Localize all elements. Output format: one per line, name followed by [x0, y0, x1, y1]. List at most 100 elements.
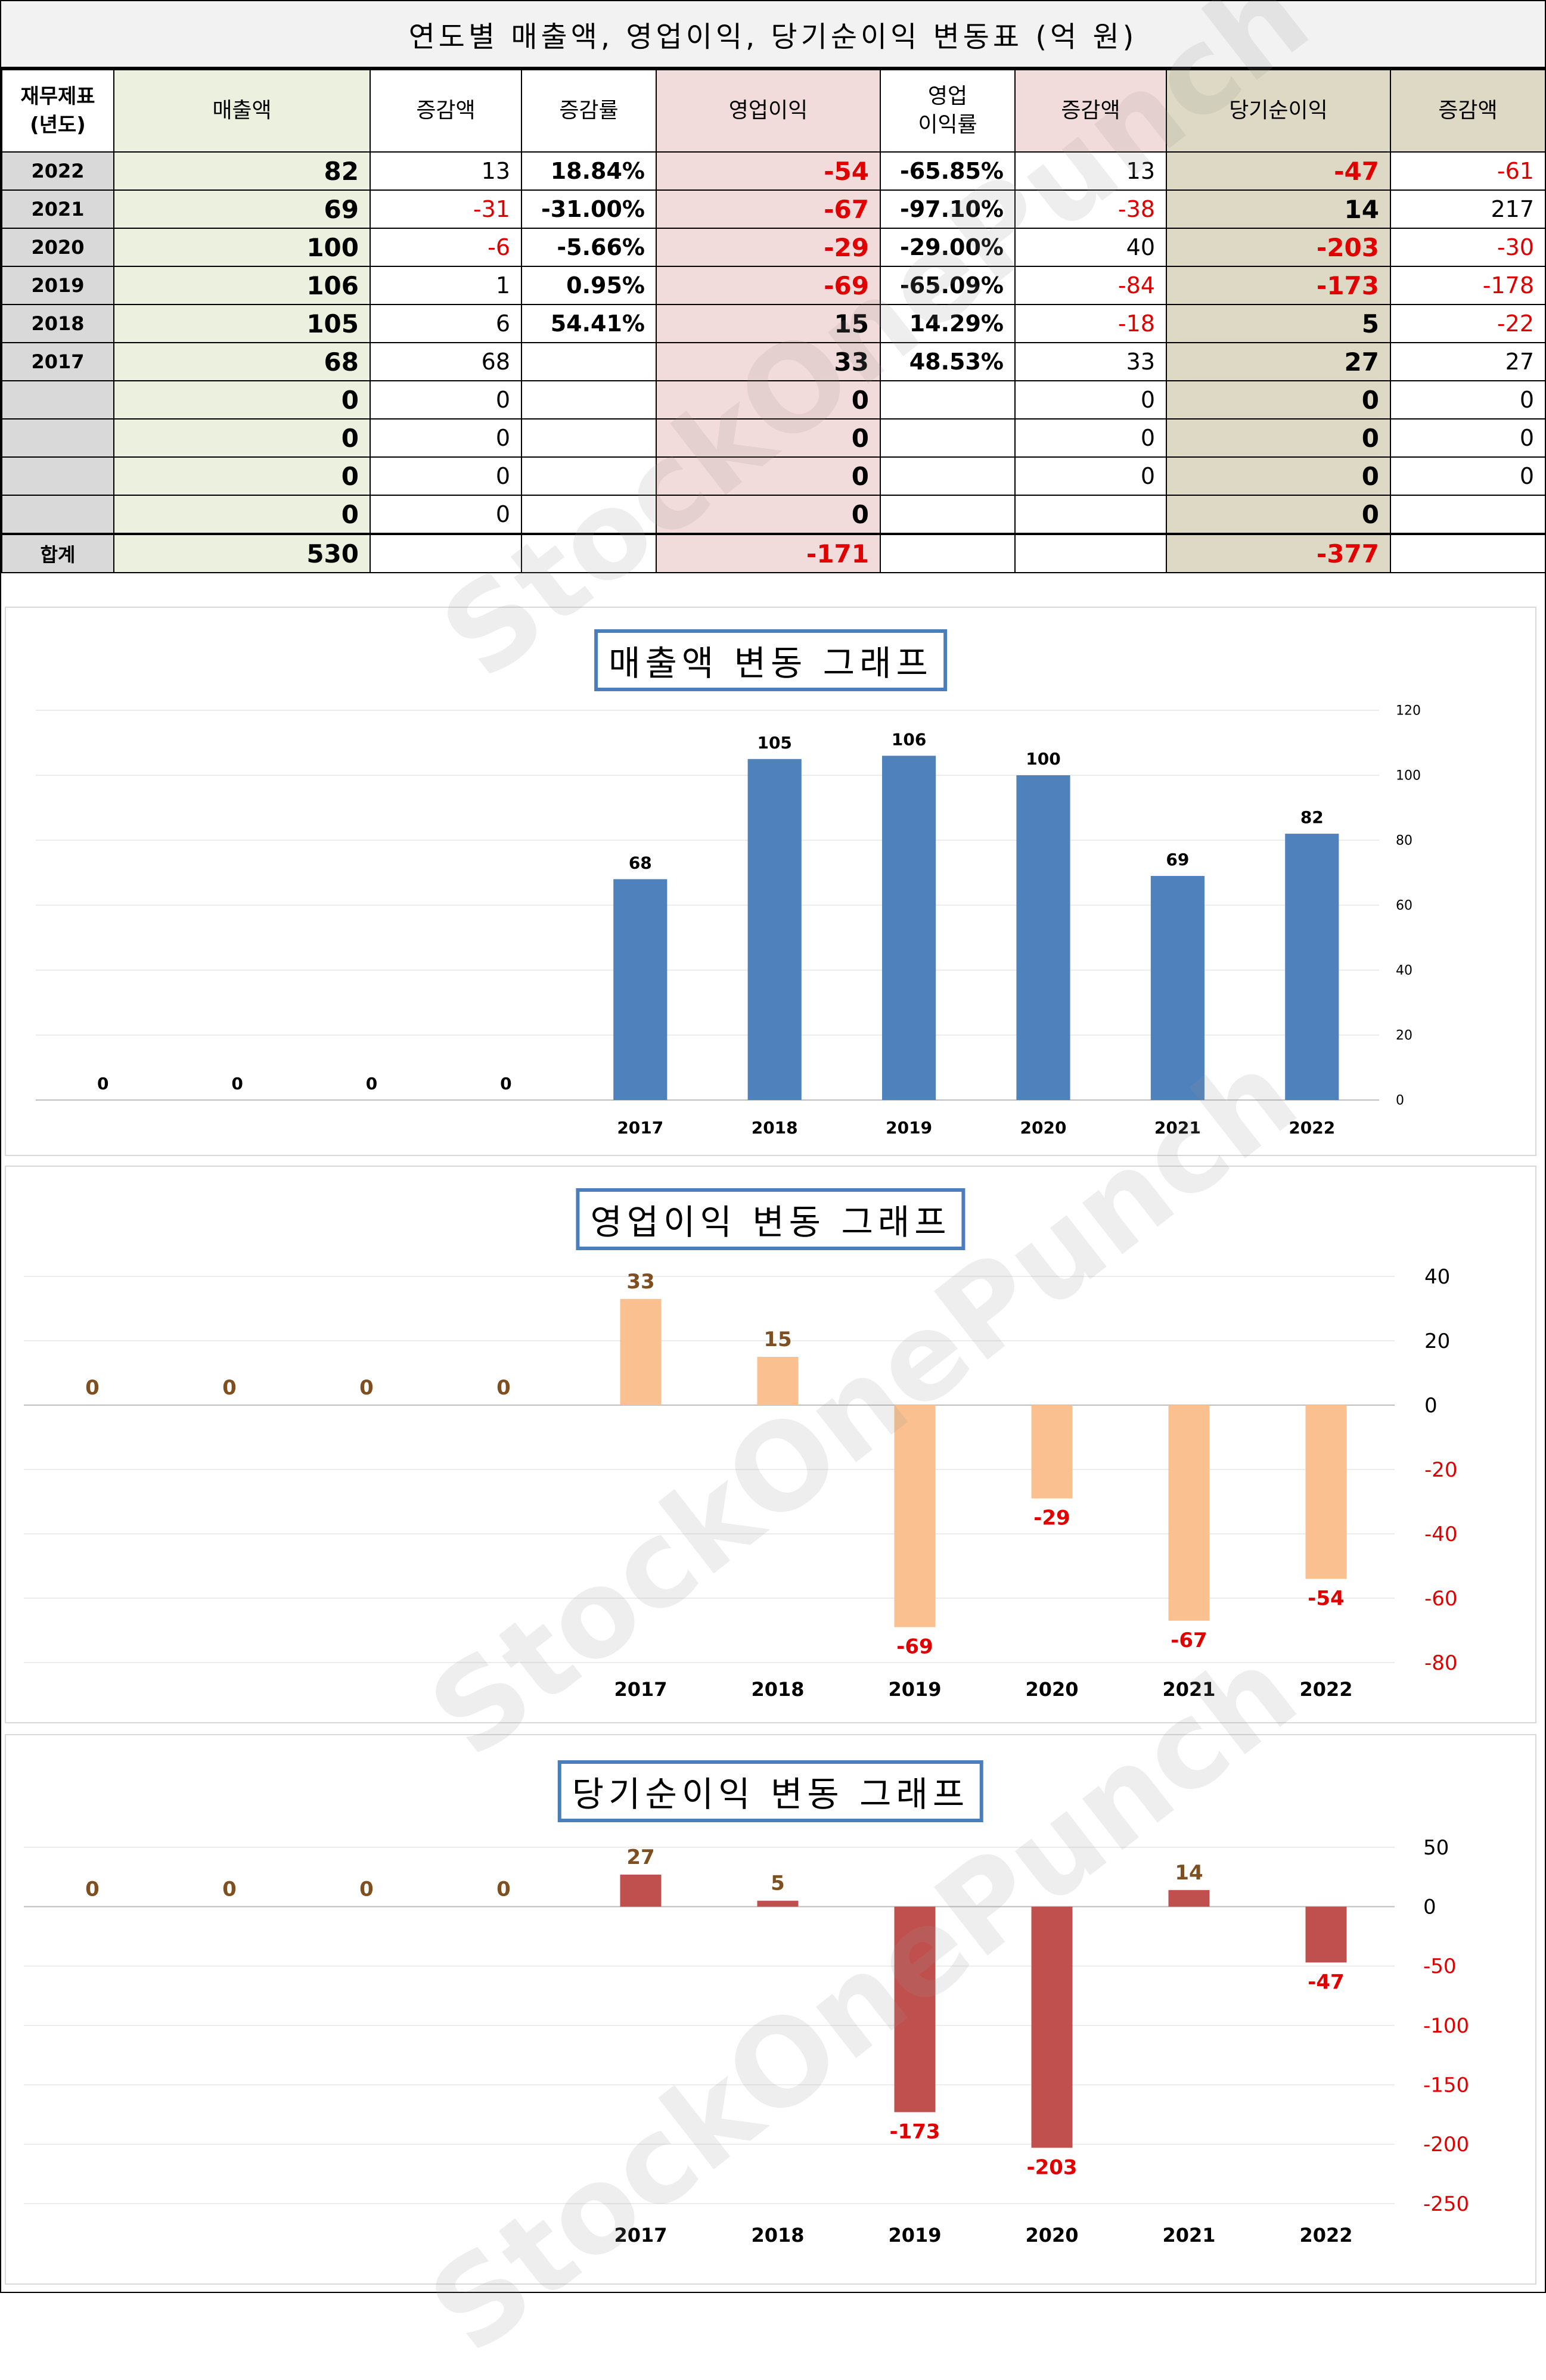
table-cell: -69 [656, 266, 881, 305]
table-cell: 2022 [1, 151, 114, 191]
bar [882, 756, 936, 1100]
y-tick-label: -250 [1423, 2192, 1469, 2216]
financial-table: 재무제표 (년도) 매출액 증감액 증감률 영업이익 영업 이익률 증감액 당기순이익 증감액 … [1, 69, 1546, 573]
table-header-row: 재무제표 (년도) 매출액 증감액 증감률 영업이익 영업 이익률 증감액 당기순이익 증감액 [1, 69, 1546, 153]
table-cell: 0 [370, 495, 522, 535]
table-cell [1014, 533, 1167, 573]
x-tick-label: 2020 [1025, 1678, 1078, 1701]
table-cell: 0 [1166, 495, 1391, 535]
y-tick-label: 0 [1424, 1394, 1438, 1418]
y-tick-label: 40 [1424, 1265, 1450, 1289]
operating-profit-bar-chart: -80 -60 -40 -20 0 20 40 0 0 0 0 33 2017 15 2018 -69 2019… [24, 1265, 1458, 1701]
table-cell: 15 [656, 304, 881, 343]
bar [1031, 1906, 1073, 2148]
table-cell [521, 342, 657, 381]
table-cell: 2021 [1, 189, 114, 229]
table-cell [521, 495, 657, 535]
table-cell: 합계 [1, 533, 114, 573]
table-row: 2021 69 -31 -31.00% -67 -97.10% -38 14 217 [1, 189, 1546, 229]
table-cell: 48.53% [880, 342, 1016, 381]
data-label: -69 [896, 1635, 933, 1659]
table-cell: 2020 [1, 228, 114, 267]
table-cell [1, 456, 114, 496]
table-row: 2019 106 1 0.95% -69 -65.09% -84 -173 -178 [1, 266, 1546, 305]
table-cell [1390, 533, 1546, 573]
y-tick-label: 20 [1396, 1029, 1412, 1043]
net-income-bar-chart: -250 -200 -150 -100 -50 0 50 0 0 0 0 27 2017 5 2018 -17… [24, 1836, 1469, 2247]
table-cell: 0.95% [521, 266, 657, 305]
table-cell: 13 [370, 151, 522, 191]
x-tick-label: 2018 [751, 2224, 804, 2247]
table-cell: -173 [1166, 266, 1391, 305]
data-label: -29 [1033, 1506, 1070, 1530]
table-cell: -65.09% [880, 266, 1016, 305]
y-tick-label: 100 [1396, 769, 1421, 784]
net-income-header: 당기순이익 [1166, 69, 1391, 153]
table-cell: 0 [370, 380, 522, 420]
table-cell: 13 [1014, 151, 1167, 191]
x-tick-label: 2021 [1162, 1678, 1215, 1701]
table-cell: 5 [1166, 304, 1391, 343]
bar [1150, 875, 1204, 1100]
table-cell: 40 [1014, 228, 1167, 267]
table-cell: 100 [113, 228, 371, 267]
table-title-bar: 연도별 매출액, 영업이익, 당기순이익 변동표 (억 원) [1, 1, 1545, 69]
data-label: 0 [222, 1376, 237, 1400]
x-tick-label: 2017 [614, 2224, 667, 2247]
x-tick-label: 2021 [1154, 1118, 1201, 1138]
table-cell: 27 [1390, 342, 1546, 381]
data-label: 106 [892, 729, 926, 749]
table-cell: -97.10% [880, 189, 1016, 229]
operating-profit-chart-panel: 영업이익 변동 그래프 -80 -60 -40 -20 0 20 40 0 0 0 0 33 2017 1… [5, 1166, 1536, 1723]
data-label: 0 [85, 1376, 100, 1400]
table-cell: 0 [1166, 380, 1391, 420]
table-cell: -38 [1014, 189, 1167, 229]
x-tick-label: 2020 [1025, 2224, 1078, 2247]
x-tick-label: 2021 [1162, 2224, 1215, 2247]
y-tick-label: -40 [1424, 1523, 1458, 1546]
table-cell: 0 [1390, 418, 1546, 458]
table-cell: -171 [656, 533, 881, 573]
table-row: 2017 68 68 33 48.53% 33 27 27 [1, 342, 1546, 381]
x-tick-label: 2022 [1289, 1118, 1335, 1138]
y-tick-label: -80 [1424, 1651, 1458, 1675]
table-cell [1, 418, 114, 458]
table-cell: -5.66% [521, 228, 657, 267]
table-cell: -22 [1390, 304, 1546, 343]
x-tick-label: 2017 [617, 1118, 663, 1138]
table-cell [880, 380, 1016, 420]
data-label: 15 [763, 1328, 791, 1351]
table-cell: 0 [113, 418, 371, 458]
table-cell: 54.41% [521, 304, 657, 343]
y-tick-label: -150 [1423, 2074, 1469, 2098]
table-cell [521, 533, 657, 573]
data-label: 0 [231, 1074, 243, 1093]
table-cell: -31 [370, 189, 522, 229]
table-row: 2022 82 13 18.84% -54 -65.85% 13 -47 -61 [1, 151, 1546, 191]
y-tick-label: -200 [1423, 2133, 1469, 2157]
table-cell: -29.00% [880, 228, 1016, 267]
y-tick-label: 60 [1396, 899, 1412, 914]
net-income-chart-panel: 당기순이익 변동 그래프 -250 -200 -150 -100 -50 0 50 0 0 0 0 2… [5, 1734, 1536, 2285]
x-tick-label: 2019 [888, 2224, 941, 2247]
y-tick-label: -20 [1424, 1458, 1458, 1482]
bar [1168, 1890, 1210, 1907]
bar [894, 1906, 936, 2112]
table-cell: 0 [1390, 380, 1546, 420]
table-cell: 0 [113, 456, 371, 496]
table-cell [880, 533, 1016, 573]
table-cell: -61 [1390, 151, 1546, 191]
table-cell: 0 [1166, 456, 1391, 496]
table-cell: 18.84% [521, 151, 657, 191]
table-cell [880, 495, 1016, 535]
table-cell: 0 [1014, 456, 1167, 496]
table-cell: 0 [1166, 418, 1391, 458]
bar [757, 1900, 799, 1907]
x-tick-label: 2019 [888, 1678, 941, 1701]
table-cell [1014, 495, 1167, 535]
y-tick-label: 80 [1396, 834, 1412, 849]
